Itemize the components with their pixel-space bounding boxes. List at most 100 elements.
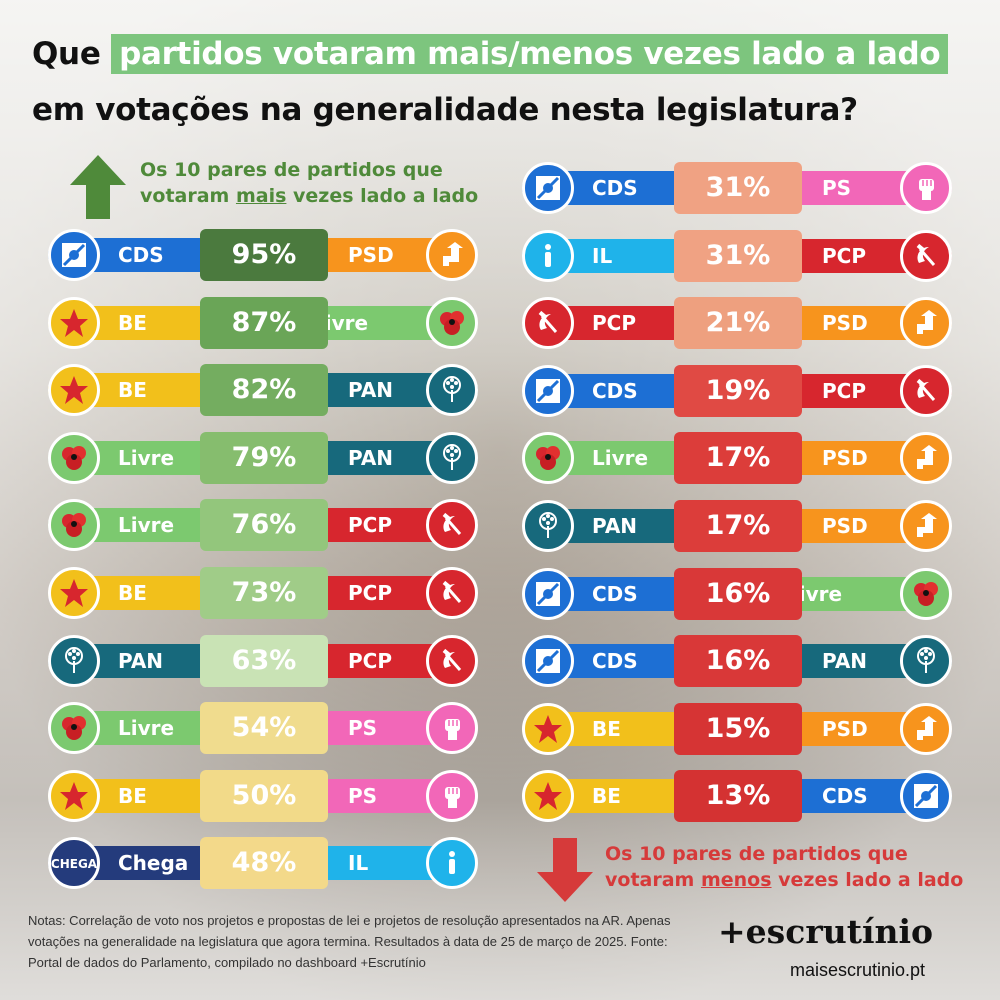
correlation-value: 16% <box>674 567 802 620</box>
party-a-name: BE <box>592 784 621 809</box>
party-a-name: BE <box>118 310 147 335</box>
cds-logo-icon <box>900 770 952 823</box>
correlation-value: 17% <box>674 500 802 552</box>
be-star-icon <box>48 364 100 417</box>
party-b-pill: PCP <box>298 634 478 687</box>
party-a-name: BE <box>118 378 147 403</box>
party-b-pill: Livre <box>298 296 478 349</box>
most-row: Livre PCP 76% <box>48 499 478 552</box>
pan-tree-icon <box>426 431 478 484</box>
least-row: CDS PCP 19% <box>522 364 952 417</box>
legend-most-line1: Os 10 pares de partidos que <box>140 159 443 181</box>
correlation-value: 16% <box>674 635 802 688</box>
pcp-hammer-sickle-icon <box>522 297 574 350</box>
be-star-icon <box>48 769 100 822</box>
correlation-value: 82% <box>200 364 328 417</box>
party-b-pill: PSD <box>772 297 952 350</box>
most-row: Livre PS 54% <box>48 702 478 755</box>
ps-fist-icon <box>426 702 478 755</box>
least-row: Livre PSD 17% <box>522 432 952 485</box>
party-b-name: PSD <box>822 514 868 538</box>
page-title: Que partidos votaram mais/menos vezes la… <box>32 26 982 138</box>
party-a-name: Livre <box>118 445 175 470</box>
pan-tree-icon <box>48 634 100 687</box>
correlation-value: 31% <box>674 229 802 282</box>
correlation-value: 79% <box>200 431 328 484</box>
correlation-value: 95% <box>200 229 328 281</box>
party-b-pill: PS <box>298 769 478 822</box>
party-b-name: PCP <box>348 513 392 538</box>
legend-least-pre: votaram <box>605 869 701 891</box>
party-b-pill: PCP <box>298 567 478 619</box>
legend-most-post: vezes lado a lado <box>286 185 479 207</box>
correlation-value: 50% <box>200 769 328 822</box>
psd-arrow-icon <box>900 297 952 350</box>
footnote: Notas: Correlação de voto nos projetos e… <box>28 913 671 970</box>
party-a-name: PAN <box>592 514 638 538</box>
least-row: CDS PAN 16% <box>522 635 952 688</box>
livre-poppy-icon <box>426 296 478 349</box>
cds-logo-icon <box>522 567 574 620</box>
correlation-value: 73% <box>200 567 328 619</box>
least-row: CDS PS 31% <box>522 162 952 214</box>
legend-least-line2: votaram menos vezes lado a lado <box>605 867 963 893</box>
be-star-icon <box>48 567 100 619</box>
arrow-up-icon <box>70 155 126 219</box>
least-row: PAN PSD 17% <box>522 500 952 552</box>
least-row: PCP PSD 21% <box>522 297 952 350</box>
party-b-pill: Livre <box>772 567 952 620</box>
pcp-hammer-sickle-icon <box>900 364 952 417</box>
party-a-name: BE <box>118 581 147 605</box>
party-b-name: PCP <box>822 378 866 403</box>
party-b-name: PCP <box>348 648 392 673</box>
livre-poppy-icon <box>900 567 952 620</box>
most-row: CHEGA Chega IL 48% <box>48 837 478 890</box>
psd-arrow-icon <box>900 500 952 552</box>
party-a-pill: CDS <box>522 364 732 417</box>
correlation-value: 15% <box>674 702 802 755</box>
livre-poppy-icon <box>522 432 574 485</box>
correlation-value: 31% <box>674 162 802 214</box>
party-b-name: PSD <box>348 243 394 267</box>
least-row: BE CDS 13% <box>522 770 952 823</box>
legend-least: Os 10 pares de partidos que votaram meno… <box>605 841 963 893</box>
party-b-pill: PAN <box>298 364 478 417</box>
party-b-pill: PCP <box>772 229 952 282</box>
legend-least-post: vezes lado a lado <box>771 869 964 891</box>
correlation-value: 17% <box>674 432 802 485</box>
party-a-name: IL <box>592 243 613 268</box>
ps-fist-icon <box>900 162 952 214</box>
il-i-icon <box>522 229 574 282</box>
party-b-name: PAN <box>348 445 394 470</box>
party-a-name: Livre <box>118 716 175 741</box>
pan-tree-icon <box>900 635 952 688</box>
party-b-name: PCP <box>348 581 392 605</box>
party-b-name: PS <box>822 176 852 200</box>
party-b-name: PSD <box>822 311 868 336</box>
livre-poppy-icon <box>48 431 100 484</box>
party-b-name: IL <box>348 851 369 876</box>
party-b-name: PSD <box>822 446 868 471</box>
correlation-value: 63% <box>200 634 328 687</box>
title-line1-pre: Que <box>32 36 101 72</box>
legend-least-line1: Os 10 pares de partidos que <box>605 843 908 865</box>
cds-logo-icon <box>522 364 574 417</box>
most-row: BE PCP 73% <box>48 567 478 619</box>
party-b-name: PSD <box>822 716 868 741</box>
party-a-name: Livre <box>592 446 649 471</box>
correlation-value: 13% <box>674 770 802 823</box>
most-row: BE Livre 87% <box>48 296 478 349</box>
be-star-icon <box>522 770 574 823</box>
party-b-pill: IL <box>298 837 478 890</box>
party-b-pill: PCP <box>298 499 478 552</box>
pcp-hammer-sickle-icon <box>426 567 478 619</box>
most-row: BE PAN 82% <box>48 364 478 417</box>
party-a-name: CDS <box>118 243 164 267</box>
chega-logo-icon: CHEGA <box>48 837 100 890</box>
correlation-value: 19% <box>674 364 802 417</box>
correlation-value: 21% <box>674 297 802 350</box>
legend-most: Os 10 pares de partidos que votaram mais… <box>140 157 478 209</box>
psd-arrow-icon <box>900 702 952 755</box>
title-line2: em votações na generalidade nesta legisl… <box>32 92 858 128</box>
